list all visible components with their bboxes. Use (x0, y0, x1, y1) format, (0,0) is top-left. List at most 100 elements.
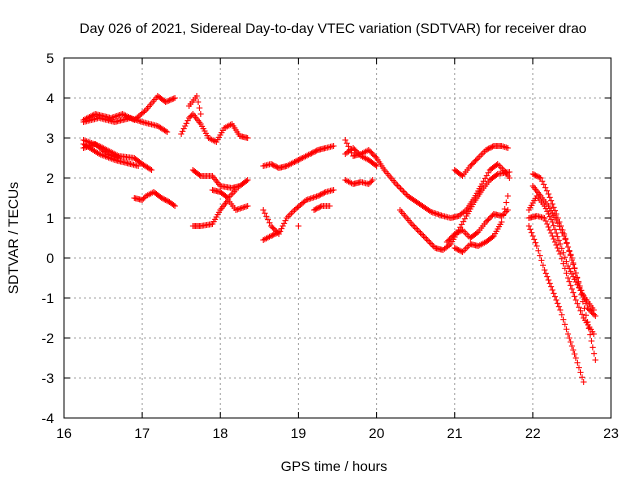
data-point (575, 304, 582, 311)
series-trace-f (131, 189, 178, 209)
x-axis-label: GPS time / hours (281, 458, 388, 474)
data-point (574, 275, 581, 281)
data-point (313, 147, 320, 154)
data-point (318, 191, 325, 197)
data-point (551, 293, 558, 300)
data-point (243, 178, 250, 184)
data-point (548, 197, 555, 204)
data-point (493, 172, 500, 178)
series-trace-y (525, 223, 587, 385)
data-point (533, 243, 540, 249)
data-point (312, 148, 319, 155)
data-point (232, 187, 239, 193)
data-point (558, 255, 565, 262)
data-point (458, 172, 465, 178)
data-point (278, 225, 285, 232)
data-point (504, 207, 511, 213)
series-trace-ab (525, 193, 597, 313)
x-tick-label: 18 (212, 425, 228, 441)
data-point (542, 270, 549, 277)
data-point (279, 223, 286, 229)
data-point (536, 174, 543, 181)
data-point (309, 149, 316, 156)
data-point (549, 233, 556, 239)
data-point (579, 374, 586, 381)
data-point (501, 206, 508, 212)
data-point (546, 194, 553, 201)
data-point (506, 175, 513, 181)
data-point (467, 163, 474, 169)
data-point (535, 247, 542, 254)
data-point (551, 239, 558, 245)
data-point (398, 187, 405, 193)
data-point (170, 202, 177, 208)
x-tick-label: 17 (134, 425, 150, 441)
data-point (454, 246, 461, 253)
data-point (570, 260, 577, 266)
data-point (545, 191, 552, 197)
data-series (80, 93, 599, 385)
data-point (585, 325, 592, 332)
data-point (423, 236, 430, 242)
data-point (532, 239, 539, 246)
data-point (343, 140, 350, 147)
data-point (545, 277, 552, 283)
data-point (529, 171, 536, 177)
data-point (563, 258, 570, 265)
data-point (588, 338, 595, 344)
data-point (550, 290, 557, 297)
data-point (451, 231, 458, 237)
data-point (539, 178, 546, 185)
data-point (561, 321, 568, 328)
y-tick-label: -2 (42, 330, 55, 346)
data-point (271, 231, 278, 237)
data-point (558, 245, 565, 252)
data-point (504, 145, 511, 151)
data-point (561, 254, 568, 261)
data-point (316, 204, 323, 211)
data-point (161, 196, 168, 203)
data-point (557, 241, 564, 247)
data-point (543, 187, 550, 194)
data-point (275, 229, 282, 235)
data-point (553, 230, 560, 236)
data-point (163, 98, 170, 105)
data-point (592, 357, 599, 363)
y-tick-label: 1 (46, 210, 54, 226)
data-point (546, 213, 553, 220)
data-point (580, 379, 587, 385)
data-point (447, 235, 454, 241)
data-point (482, 147, 489, 153)
data-point (563, 240, 570, 247)
data-point (549, 201, 556, 207)
data-point (557, 307, 564, 313)
data-point (298, 155, 305, 162)
series-trace-u (451, 143, 511, 179)
data-point (162, 197, 169, 203)
data-point (166, 97, 173, 104)
data-point (540, 262, 547, 269)
data-point (485, 169, 492, 176)
data-point (546, 280, 553, 287)
data-point (373, 163, 380, 169)
data-point (571, 293, 578, 300)
x-tick-label: 23 (603, 425, 619, 441)
data-point (574, 359, 581, 366)
data-point (560, 260, 567, 267)
data-point (345, 143, 352, 150)
data-point (179, 128, 186, 135)
data-point (555, 248, 562, 254)
data-point (273, 230, 280, 237)
data-point (541, 267, 548, 273)
data-point (553, 217, 560, 223)
data-point (555, 237, 562, 244)
data-point (536, 252, 543, 259)
data-point (196, 172, 203, 178)
data-point (139, 197, 146, 203)
data-point (141, 108, 148, 115)
data-point (484, 217, 491, 224)
x-tick-label: 20 (369, 425, 385, 441)
data-point (355, 150, 362, 157)
data-point (352, 147, 359, 154)
y-tick-label: 5 (46, 50, 54, 66)
